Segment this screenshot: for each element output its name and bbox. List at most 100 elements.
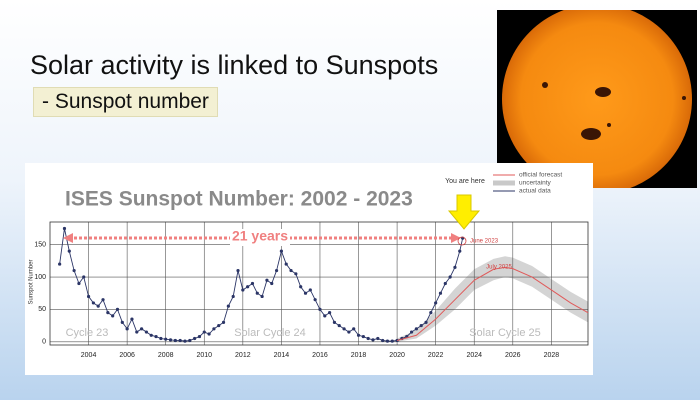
data-point — [323, 314, 327, 318]
data-point — [438, 291, 443, 295]
series-line — [396, 266, 589, 341]
data-point — [168, 338, 173, 342]
data-point — [332, 320, 337, 324]
data-point — [458, 249, 462, 253]
data-point — [101, 298, 105, 302]
data-point — [294, 272, 298, 276]
data-point — [371, 338, 375, 342]
y-tick-label: 0 — [42, 339, 46, 346]
data-point — [202, 330, 206, 334]
data-point — [125, 327, 129, 331]
annotation: 21 years — [232, 228, 288, 244]
x-tick-label: 2016 — [312, 352, 328, 359]
data-point — [356, 333, 361, 337]
data-point — [86, 294, 91, 299]
data-point — [279, 249, 283, 253]
data-point — [308, 288, 312, 292]
data-point — [419, 323, 423, 328]
data-point — [120, 320, 124, 324]
label-bg — [230, 229, 290, 246]
x-tick-label: 2028 — [544, 352, 560, 359]
here-marker — [457, 236, 467, 246]
slide-title: Solar activity is linked to Sunspots — [30, 50, 439, 80]
data-point — [313, 298, 317, 302]
data-point — [183, 339, 187, 343]
data-point — [289, 268, 293, 273]
arrow-head — [451, 233, 461, 243]
data-point — [381, 338, 385, 343]
x-tick-label: 2018 — [351, 352, 367, 359]
data-point — [164, 337, 168, 341]
x-tick-label: 2014 — [274, 352, 290, 359]
data-point — [453, 265, 457, 269]
data-point — [212, 327, 216, 331]
data-point — [299, 285, 303, 289]
data-point — [193, 336, 197, 341]
data-point — [385, 339, 390, 343]
data-point — [72, 268, 76, 273]
chart-title: ISES Sunspot Number: 2002 - 2023 — [65, 188, 413, 211]
data-point — [197, 334, 202, 339]
data-point — [67, 249, 71, 253]
data-point — [443, 281, 447, 286]
x-tick-label: 2006 — [119, 352, 135, 359]
x-tick-label: 2012 — [235, 352, 251, 359]
data-point — [409, 330, 414, 334]
data-point — [318, 307, 322, 311]
x-tick-label: 2020 — [389, 352, 405, 359]
y-tick-label: 150 — [34, 242, 46, 249]
data-point — [255, 291, 259, 295]
data-point — [96, 304, 100, 308]
data-point — [58, 262, 62, 266]
data-point — [144, 330, 149, 334]
data-point — [352, 327, 356, 331]
data-point — [231, 294, 235, 299]
data-point — [366, 336, 370, 341]
data-point — [106, 311, 110, 315]
data-point — [390, 339, 394, 343]
data-point — [226, 304, 230, 308]
data-point — [414, 327, 418, 331]
data-point — [115, 307, 120, 311]
data-point — [236, 268, 240, 273]
data-point — [270, 281, 274, 286]
x-tick-label: 2010 — [196, 352, 212, 359]
legend-label: official forecast — [519, 172, 562, 179]
chart: ISES Sunspot Number: 2002 - 2023 Sunspot… — [25, 163, 593, 375]
legend-label: actual data — [519, 188, 551, 195]
x-tick-label: 2004 — [81, 352, 97, 359]
data-point — [337, 323, 341, 328]
data-point — [221, 320, 226, 324]
annotation: Solar Cycle 25 — [469, 327, 541, 339]
data-point — [188, 338, 192, 343]
data-point — [159, 336, 163, 341]
plot-frame — [49, 221, 589, 346]
data-point — [139, 327, 144, 331]
data-point — [250, 281, 255, 286]
data-point — [284, 262, 288, 266]
data-point — [361, 334, 365, 339]
data-point — [241, 288, 245, 292]
slide-subtitle: - Sunspot number — [33, 87, 218, 117]
data-point — [111, 314, 115, 318]
annotation: Cycle 23 — [66, 327, 109, 339]
data-point — [77, 281, 81, 286]
data-point — [303, 291, 308, 295]
annotation: June 2023 — [470, 239, 499, 245]
x-tick-label: 2022 — [428, 352, 444, 359]
data-point — [448, 275, 452, 279]
x-tick-label: 2026 — [505, 352, 521, 359]
data-point — [265, 278, 269, 282]
arrow-head — [63, 233, 73, 243]
x-tick-label: 2008 — [158, 352, 174, 359]
y-tick-label: 50 — [38, 306, 46, 313]
data-point — [217, 323, 221, 328]
data-point — [434, 301, 438, 305]
data-point — [173, 338, 177, 343]
annotation: You are here — [445, 178, 485, 185]
y-tick-label: 100 — [34, 274, 46, 281]
annotation: Solar Cycle 24 — [234, 327, 306, 339]
data-point — [260, 294, 264, 299]
data-point — [246, 285, 250, 289]
